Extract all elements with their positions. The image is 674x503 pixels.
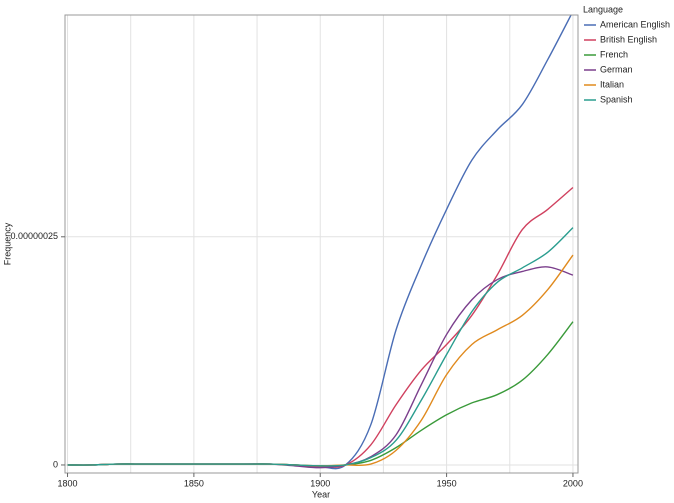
legend-label: Italian (600, 79, 624, 89)
plot-frame (64, 14, 579, 474)
legend-label: British English (600, 34, 657, 44)
y-axis-title: Frequency (2, 222, 12, 265)
legend-label: Spanish (600, 94, 633, 104)
legend-label: French (600, 49, 628, 59)
lines (67, 15, 574, 470)
legend-label: German (600, 64, 633, 74)
x-tick-label: 1900 (310, 478, 330, 488)
legend-label: American English (600, 19, 670, 29)
x-axis-title: Year (312, 489, 330, 499)
x-tick-label: 2000 (563, 478, 583, 488)
y-tick-label: 0.00000025 (10, 231, 58, 241)
grid (65, 15, 578, 473)
x-tick-label: 1950 (437, 478, 457, 488)
legend-title: Language (583, 4, 623, 14)
x-tick-label: 1800 (58, 478, 78, 488)
y-tick-label: 0 (53, 459, 58, 469)
line-series (67, 227, 574, 467)
x-tick-label: 1850 (184, 478, 204, 488)
